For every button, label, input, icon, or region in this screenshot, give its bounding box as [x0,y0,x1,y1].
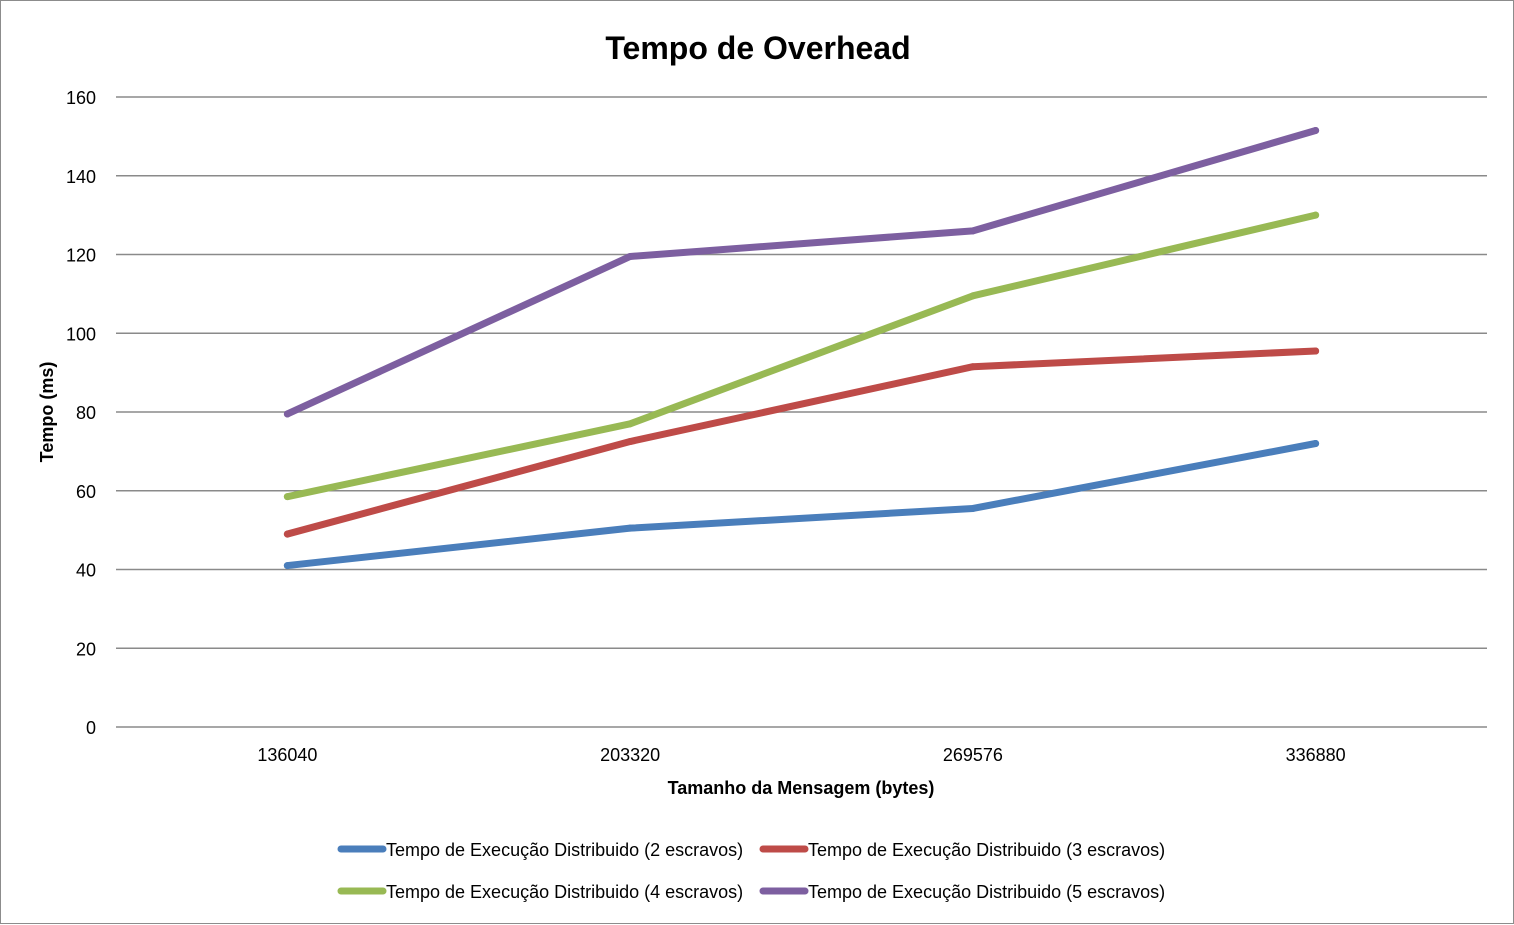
data-point [283,493,291,501]
x-tick-label: 203320 [600,745,660,765]
gridlines [116,96,1487,728]
y-tick-label: 100 [66,324,96,344]
data-point [1312,347,1320,355]
data-point [283,562,291,570]
legend-label: Tempo de Execução Distribuido (2 escravo… [386,840,743,860]
x-axis-ticks: 136040 203320 269576 336880 [257,745,1345,765]
y-axis-ticks: 0 20 40 60 80 100 120 140 160 [66,88,96,738]
data-point [626,524,634,532]
y-tick-label: 40 [76,561,96,581]
data-point [1312,126,1320,134]
data-point [969,227,977,235]
legend-label: Tempo de Execução Distribuido (3 escravo… [808,840,1165,860]
legend-label: Tempo de Execução Distribuido (5 escravo… [808,882,1165,902]
series-line-3 [283,211,1320,501]
x-tick-label: 269576 [943,745,1003,765]
data-point [626,438,634,446]
data-point [969,363,977,371]
data-point [1312,440,1320,447]
y-axis-title: Tempo (ms) [37,362,57,463]
series-line-2 [283,347,1320,538]
data-point [969,504,977,512]
y-tick-label: 20 [76,639,96,659]
series-line-1 [283,440,1320,570]
y-tick-label: 120 [66,246,96,266]
series-line-4 [283,126,1320,418]
legend-label: Tempo de Execução Distribuido (4 escravo… [386,882,743,902]
y-tick-label: 160 [66,88,96,108]
data-point [969,292,977,300]
data-point [283,410,291,418]
data-point [626,420,634,428]
x-axis-title: Tamanho da Mensagem (bytes) [668,778,935,798]
y-tick-label: 0 [86,718,96,738]
data-point [1312,211,1320,219]
y-tick-label: 60 [76,482,96,502]
legend: Tempo de Execução Distribuido (2 escravo… [337,840,1165,902]
y-tick-label: 80 [76,403,96,423]
chart-title: Tempo de Overhead [605,30,910,66]
y-tick-label: 140 [66,167,96,187]
x-tick-label: 336880 [1286,745,1346,765]
series-lines [283,126,1320,570]
data-point [626,252,634,260]
x-tick-label: 136040 [257,745,317,765]
data-point [283,530,291,538]
